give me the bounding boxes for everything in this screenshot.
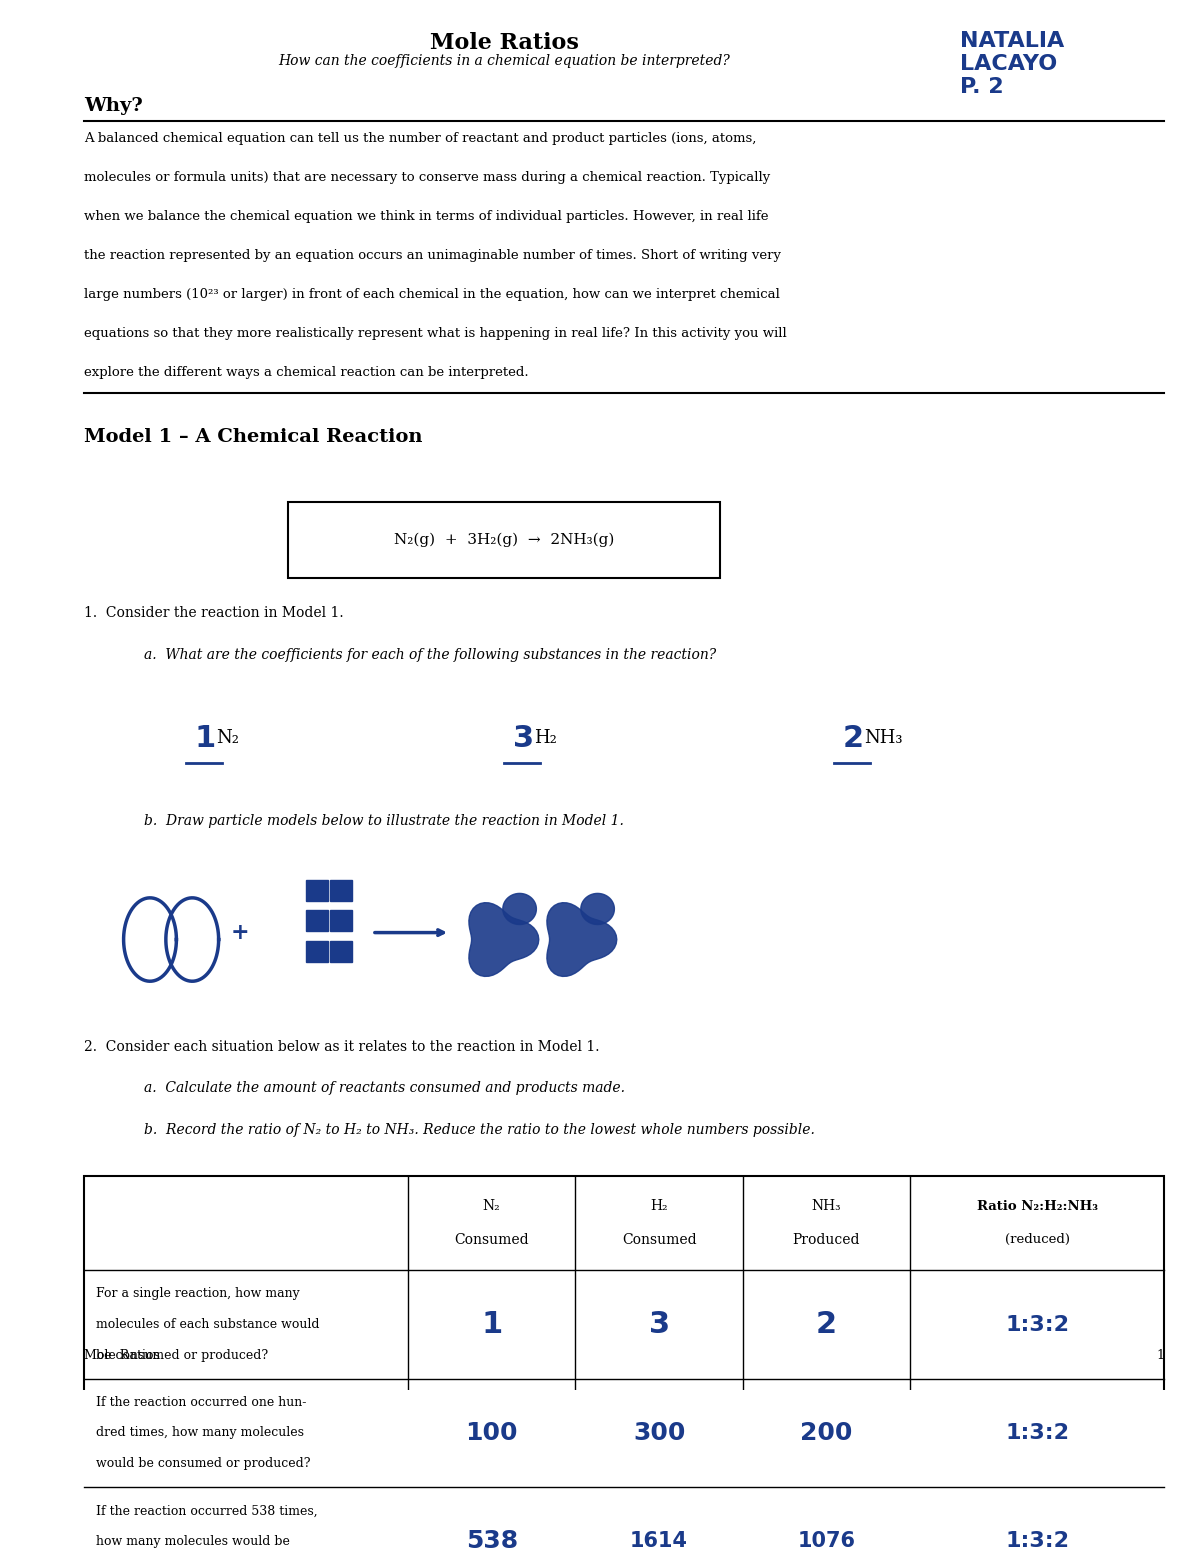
Text: would be consumed or produced?: would be consumed or produced? <box>96 1457 311 1471</box>
Text: Produced: Produced <box>793 1233 860 1247</box>
Text: 1:3:2: 1:3:2 <box>1006 1314 1069 1334</box>
Text: For a single reaction, how many: For a single reaction, how many <box>96 1287 300 1300</box>
Text: 2: 2 <box>842 724 864 753</box>
Bar <box>306 941 328 961</box>
Text: large numbers (10²³ or larger) in front of each chemical in the equation, how ca: large numbers (10²³ or larger) in front … <box>84 287 780 301</box>
Text: dred times, how many molecules: dred times, how many molecules <box>96 1427 304 1440</box>
Text: A balanced chemical equation can tell us the number of reactant and product part: A balanced chemical equation can tell us… <box>84 132 756 144</box>
Text: 1: 1 <box>1156 1350 1164 1362</box>
Bar <box>306 879 328 901</box>
Text: a.  Calculate the amount of reactants consumed and products made.: a. Calculate the amount of reactants con… <box>144 1081 625 1095</box>
Text: a.  What are the coefficients for each of the following substances in the reacti: a. What are the coefficients for each of… <box>144 648 716 662</box>
Bar <box>330 910 352 932</box>
Text: NH₃: NH₃ <box>811 1199 841 1213</box>
Text: NATALIA
LACAYO
P. 2: NATALIA LACAYO P. 2 <box>960 31 1064 96</box>
Text: N₂: N₂ <box>216 728 239 747</box>
Text: 3: 3 <box>648 1311 670 1339</box>
Text: 1:3:2: 1:3:2 <box>1006 1423 1069 1443</box>
Text: 1: 1 <box>194 724 216 753</box>
Text: N₂: N₂ <box>482 1199 500 1213</box>
Bar <box>84 1176 1164 1553</box>
Polygon shape <box>469 902 539 977</box>
Text: Consumed: Consumed <box>622 1233 696 1247</box>
Text: be consumed or produced?: be consumed or produced? <box>96 1348 268 1362</box>
Bar <box>330 941 352 961</box>
Text: the reaction represented by an equation occurs an unimaginable number of times. : the reaction represented by an equation … <box>84 248 781 262</box>
Text: (reduced): (reduced) <box>1004 1233 1069 1246</box>
Text: 1:3:2: 1:3:2 <box>1006 1531 1069 1551</box>
Text: 2: 2 <box>816 1311 838 1339</box>
Text: 2.  Consider each situation below as it relates to the reaction in Model 1.: 2. Consider each situation below as it r… <box>84 1039 600 1053</box>
Text: when we balance the chemical equation we think in terms of individual particles.: when we balance the chemical equation we… <box>84 210 768 224</box>
Text: molecules of each substance would: molecules of each substance would <box>96 1318 319 1331</box>
Text: +: + <box>230 921 250 944</box>
Text: molecules or formula units) that are necessary to conserve mass during a chemica: molecules or formula units) that are nec… <box>84 171 770 183</box>
Text: H₂: H₂ <box>534 728 557 747</box>
Text: 300: 300 <box>632 1421 685 1444</box>
Text: If the reaction occurred 538 times,: If the reaction occurred 538 times, <box>96 1505 318 1517</box>
Text: 200: 200 <box>800 1421 853 1444</box>
Text: 1: 1 <box>481 1311 503 1339</box>
Text: b.  Record the ratio of N₂ to H₂ to NH₃. Reduce the ratio to the lowest whole nu: b. Record the ratio of N₂ to H₂ to NH₃. … <box>144 1123 815 1137</box>
Text: b.  Draw particle models below to illustrate the reaction in Model 1.: b. Draw particle models below to illustr… <box>144 814 624 828</box>
Text: explore the different ways a chemical reaction can be interpreted.: explore the different ways a chemical re… <box>84 365 529 379</box>
Text: 538: 538 <box>466 1530 517 1553</box>
Text: Mole Ratios: Mole Ratios <box>84 1350 160 1362</box>
Polygon shape <box>503 893 536 924</box>
Text: Mole Ratios: Mole Ratios <box>430 33 578 54</box>
Text: Ratio N₂:H₂:NH₃: Ratio N₂:H₂:NH₃ <box>977 1200 1098 1213</box>
Polygon shape <box>547 902 617 977</box>
FancyBboxPatch shape <box>288 502 720 578</box>
Text: Consumed: Consumed <box>455 1233 529 1247</box>
Text: H₂: H₂ <box>650 1199 668 1213</box>
Text: 1614: 1614 <box>630 1531 688 1551</box>
Text: NH₃: NH₃ <box>864 728 902 747</box>
Text: How can the coefficients in a chemical equation be interpreted?: How can the coefficients in a chemical e… <box>278 54 730 68</box>
Text: 1.  Consider the reaction in Model 1.: 1. Consider the reaction in Model 1. <box>84 606 343 620</box>
Text: Model 1 – A Chemical Reaction: Model 1 – A Chemical Reaction <box>84 429 422 446</box>
Text: 1076: 1076 <box>798 1531 856 1551</box>
Bar <box>330 879 352 901</box>
Text: equations so that they more realistically represent what is happening in real li: equations so that they more realisticall… <box>84 326 787 340</box>
Text: Why?: Why? <box>84 98 143 115</box>
Text: 100: 100 <box>466 1421 518 1444</box>
Text: N₂(g)  +  3H₂(g)  →  2NH₃(g): N₂(g) + 3H₂(g) → 2NH₃(g) <box>394 533 614 547</box>
Text: If the reaction occurred one hun-: If the reaction occurred one hun- <box>96 1396 306 1409</box>
Polygon shape <box>581 893 614 924</box>
Bar <box>306 910 328 932</box>
Text: 3: 3 <box>512 724 534 753</box>
Text: how many molecules would be: how many molecules would be <box>96 1534 290 1548</box>
